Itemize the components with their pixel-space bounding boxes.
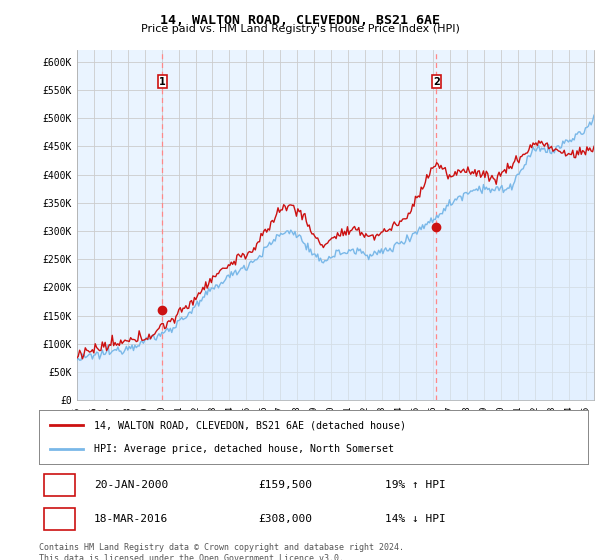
FancyBboxPatch shape	[44, 508, 74, 530]
Text: 2: 2	[433, 77, 440, 87]
Text: HPI: Average price, detached house, North Somerset: HPI: Average price, detached house, Nort…	[94, 444, 394, 454]
Text: 18-MAR-2016: 18-MAR-2016	[94, 514, 168, 524]
Text: £308,000: £308,000	[259, 514, 313, 524]
Text: 14% ↓ HPI: 14% ↓ HPI	[385, 514, 446, 524]
Text: 1: 1	[159, 77, 166, 87]
Text: 1: 1	[56, 480, 63, 490]
Text: 14, WALTON ROAD, CLEVEDON, BS21 6AE (detached house): 14, WALTON ROAD, CLEVEDON, BS21 6AE (det…	[94, 421, 406, 431]
FancyBboxPatch shape	[44, 474, 74, 496]
Text: 19% ↑ HPI: 19% ↑ HPI	[385, 480, 446, 490]
Text: 14, WALTON ROAD, CLEVEDON, BS21 6AE: 14, WALTON ROAD, CLEVEDON, BS21 6AE	[160, 14, 440, 27]
Text: 20-JAN-2000: 20-JAN-2000	[94, 480, 168, 490]
Text: Contains HM Land Registry data © Crown copyright and database right 2024.
This d: Contains HM Land Registry data © Crown c…	[39, 543, 404, 560]
Text: 2: 2	[56, 514, 63, 524]
Text: £159,500: £159,500	[259, 480, 313, 490]
Text: Price paid vs. HM Land Registry's House Price Index (HPI): Price paid vs. HM Land Registry's House …	[140, 24, 460, 34]
